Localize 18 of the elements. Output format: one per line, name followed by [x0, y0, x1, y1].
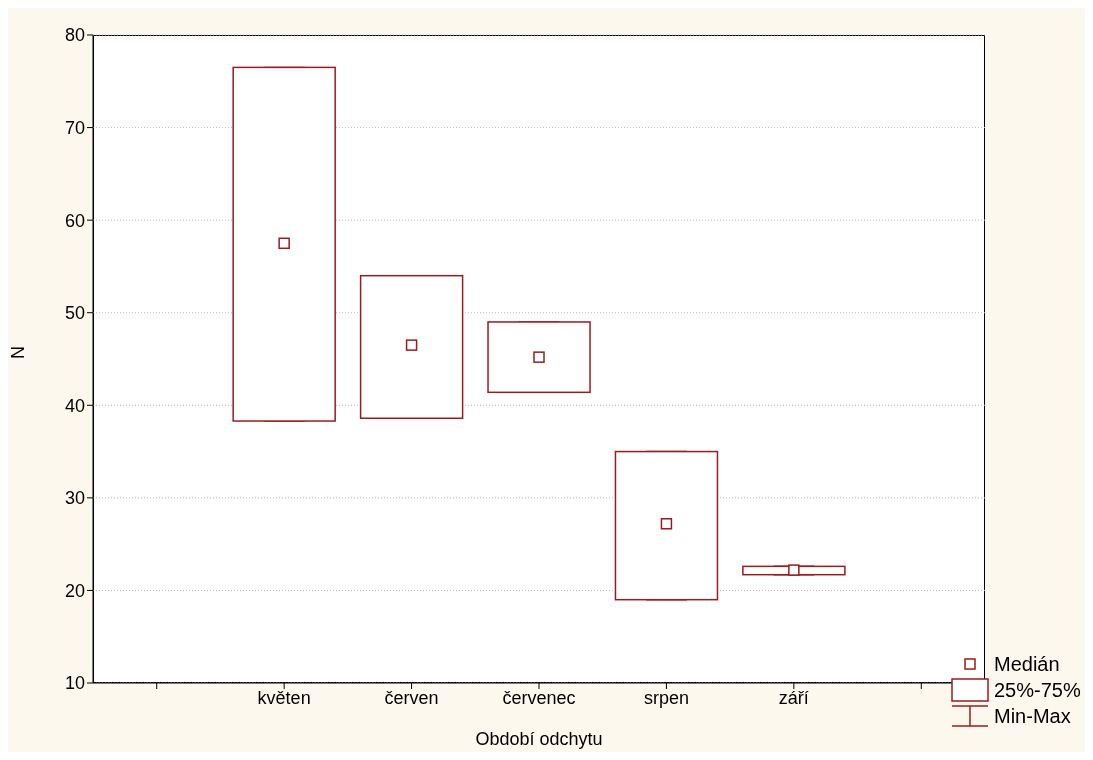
- y-axis-title: N: [8, 346, 29, 359]
- x-tick-label: červen: [384, 687, 439, 708]
- text: Min-Max: [994, 704, 1071, 729]
- y-tick-label: 80: [64, 25, 85, 46]
- text: 25%-75%: [994, 678, 1081, 703]
- y-tick-label: 50: [64, 303, 85, 324]
- text: Medián: [994, 652, 1060, 677]
- x-tick-label: květen: [257, 687, 311, 708]
- x-tick-label: srpen: [643, 687, 689, 708]
- x-tick-label: červenec: [502, 687, 576, 708]
- y-tick-label: 40: [64, 395, 85, 416]
- y-tick-label: 10: [64, 673, 85, 694]
- x-axis-title: Období odchytu: [475, 729, 603, 749]
- y-tick-label: 60: [64, 210, 85, 231]
- y-tick-label: 70: [64, 117, 85, 138]
- y-tick-label: 30: [64, 488, 85, 509]
- x-tick-label: září: [778, 687, 809, 708]
- y-tick-label: 20: [64, 580, 85, 601]
